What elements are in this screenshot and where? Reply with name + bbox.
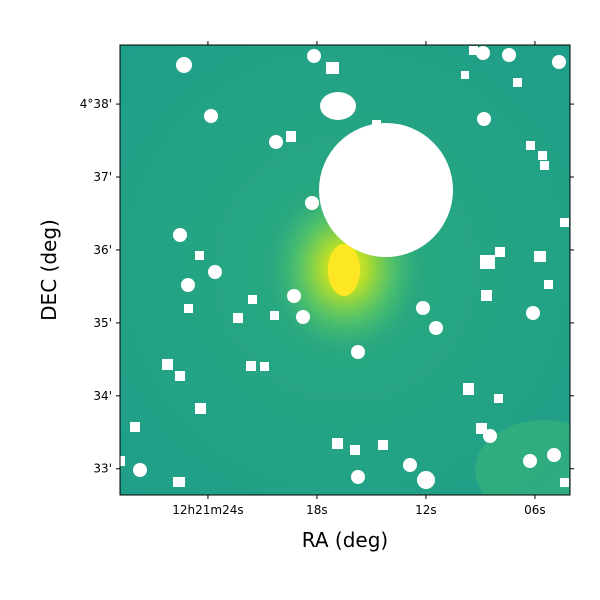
x-tick-label: 06s xyxy=(524,503,546,517)
y-tick-label: 35' xyxy=(93,316,112,330)
y-tick-label: 37' xyxy=(93,170,112,184)
image xyxy=(120,45,570,495)
y-tick-label: 36' xyxy=(93,243,112,257)
x-tick-label: 12s xyxy=(415,503,437,517)
y-tick-label: 34' xyxy=(93,389,112,403)
x-tick-label: 18s xyxy=(306,503,328,517)
x-tick-label: 12h21m24s xyxy=(172,503,243,517)
y-tick-label: 4°38' xyxy=(80,97,112,111)
x-axis-label: RA (deg) xyxy=(302,528,388,552)
plot-frame xyxy=(119,44,571,496)
y-tick-label: 33' xyxy=(93,462,112,476)
y-axis-label: DEC (deg) xyxy=(37,219,61,321)
